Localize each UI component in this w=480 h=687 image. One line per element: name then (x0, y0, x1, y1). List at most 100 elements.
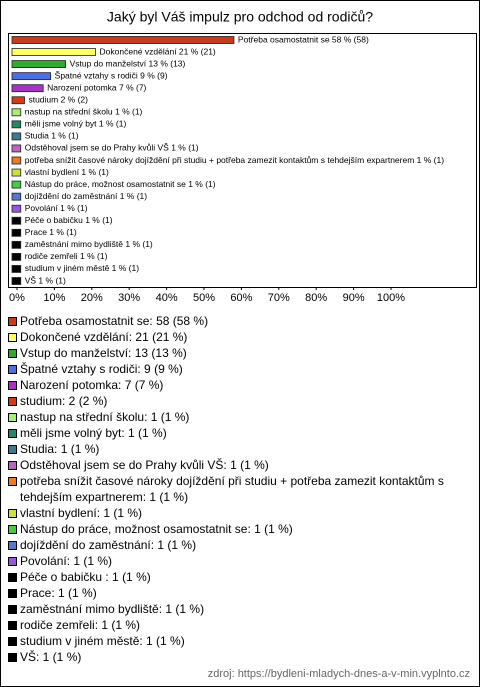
bar-label: VŠ 1 % (1) (25, 275, 66, 285)
legend-label: dojíždění do zaměstnání: 1 (1 %) (20, 538, 197, 552)
legend-label: potřeba snížit časové nároky dojíždění p… (20, 474, 444, 504)
legend: Potřeba osamostatnit se: 58 (58 %) Dokonč… (8, 313, 470, 665)
bar (11, 265, 22, 273)
legend-item: Potřeba osamostatnit se: 58 (58 %) (8, 313, 470, 329)
x-tick-label: 80% (305, 292, 327, 304)
bar (11, 228, 22, 237)
legend-label: nastup na střední školu: 1 (1 %) (20, 410, 190, 424)
legend-item: Narození potomka: 7 (7 %) (8, 377, 470, 393)
legend-label: VŠ: 1 (1 %) (20, 650, 82, 664)
bar (11, 120, 22, 129)
legend-label: vlastní bydlení: 1 (1 %) (20, 506, 143, 520)
bar (11, 192, 22, 201)
bar-label: Dokončené vzdělání 21 % (21) (100, 46, 216, 56)
legend-item: Špatné vztahy s rodiči: 9 (9 %) (8, 361, 470, 377)
bar-label: vlastní bydlení 1 % (1) (25, 167, 109, 177)
bar-label: Nástup do práce, možnost osamostatnit se… (25, 179, 216, 189)
legend-swatch (8, 381, 17, 390)
bar-label: studium v jiném městě 1 % (1) (25, 263, 139, 273)
legend-item: studium: 2 (2 %) (8, 393, 470, 409)
legend-label: Studia: 1 (1 %) (20, 442, 100, 456)
legend-item: VŠ: 1 (1 %) (8, 649, 470, 665)
x-tick-label: 20% (81, 292, 103, 304)
bar-label: Narození potomka 7 % (7) (47, 82, 146, 92)
x-tick-label: 0% (9, 292, 25, 304)
bar (11, 204, 22, 213)
x-tick-label: 100% (377, 292, 405, 304)
bar-label: dojíždění do zaměstnání 1 % (1) (25, 191, 148, 201)
bar (11, 72, 52, 81)
legend-label: Povolání: 1 (1 %) (20, 554, 113, 568)
legend-item: studium v jiném městě: 1 (1 %) (8, 633, 470, 649)
legend-label: Špatné vztahy s rodiči: 9 (9 %) (20, 362, 183, 376)
bar (11, 144, 22, 153)
legend-swatch (8, 429, 17, 438)
legend-label: Odstěhoval jsem se do Prahy kvůli VŠ: 1 … (20, 458, 269, 472)
bar-label: Prace 1 % (1) (25, 227, 77, 237)
legend-label: Vstup do manželství: 13 (13 %) (20, 346, 187, 360)
bar-label: Odstěhoval jsem se do Prahy kvůli VŠ 1 %… (25, 143, 199, 153)
legend-label: rodiče zemřeli: 1 (1 %) (20, 618, 141, 632)
legend-swatch (8, 637, 17, 646)
bar (11, 48, 96, 56)
legend-item: Nástup do práce, možnost osamostatnit se… (8, 521, 470, 537)
x-tick-label: 60% (230, 292, 252, 304)
legend-item: nastup na střední školu: 1 (1 %) (8, 409, 470, 425)
bar-label: Studia 1 % (1) (25, 131, 79, 141)
legend-item: měli jsme volný byt: 1 (1 %) (8, 425, 470, 441)
bar-label: Vstup do manželství 13 % (13) (70, 58, 186, 68)
bar-label: Potřeba osamostatnit se 58 % (58) (238, 34, 369, 44)
bar (11, 216, 22, 225)
chart-title: Jaký byl Váš impulz pro odchod od rodičů… (107, 9, 373, 25)
bar (11, 36, 235, 44)
bar-label: rodiče zemřeli 1 % (1) (25, 251, 108, 261)
legend-swatch (8, 365, 17, 374)
bar-label: měli jsme volný byt 1 % (1) (25, 119, 127, 129)
bar (11, 84, 44, 93)
legend-swatch (8, 477, 17, 486)
bar (11, 240, 22, 249)
bar (11, 108, 22, 117)
bar-label: Špatné vztahy s rodiči 9 % (9) (55, 70, 168, 80)
legend-swatch (8, 621, 17, 630)
bar (11, 96, 25, 105)
legend-item: Vstup do manželství: 13 (13 %) (8, 345, 470, 361)
legend-label: Prace: 1 (1 %) (20, 586, 97, 600)
legend-label: studium v jiném městě: 1 (1 %) (20, 634, 185, 648)
bar (11, 277, 22, 285)
legend-label: studium: 2 (2 %) (20, 394, 108, 408)
x-tick-label: 90% (343, 292, 365, 304)
legend-label: Nástup do práce, možnost osamostatnit se… (20, 522, 293, 536)
legend-item: Studia: 1 (1 %) (8, 441, 470, 457)
bar (11, 156, 22, 165)
legend-swatch (8, 445, 17, 454)
legend-label: Péče o babičku : 1 (1 %) (20, 570, 151, 584)
x-tick-label: 50% (193, 292, 215, 304)
x-tick-label: 30% (118, 292, 140, 304)
legend-item: vlastní bydlení: 1 (1 %) (8, 505, 470, 521)
plot-frame (8, 33, 477, 288)
legend-swatch (8, 397, 17, 406)
bar-label: Péče o babičku 1 % (1) (25, 215, 113, 225)
legend-label: Dokončené vzdělání: 21 (21 %) (20, 330, 188, 344)
bar (11, 60, 67, 68)
legend-swatch (8, 317, 17, 326)
legend-item: zaměstnání mimo bydliště: 1 (1 %) (8, 601, 470, 617)
bar (11, 180, 22, 189)
source: zdroj: https://bydleni-mladych-dnes-a-v-… (207, 668, 470, 680)
legend-label: zaměstnání mimo bydliště: 1 (1 %) (20, 602, 205, 616)
bar (11, 132, 22, 141)
legend-swatch (8, 525, 17, 534)
legend-label: měli jsme volný byt: 1 (1 %) (20, 426, 167, 440)
legend-swatch (8, 541, 17, 550)
bar-label: zaměstnání mimo bydliště 1 % (1) (25, 239, 153, 249)
legend-label: Narození potomka: 7 (7 %) (20, 378, 164, 392)
bar-label: Povolání 1 % (1) (25, 203, 88, 213)
legend-item: dojíždění do zaměstnání: 1 (1 %) (8, 537, 470, 553)
legend-swatch (8, 589, 17, 598)
legend-swatch (8, 573, 17, 582)
legend-swatch (8, 509, 17, 518)
